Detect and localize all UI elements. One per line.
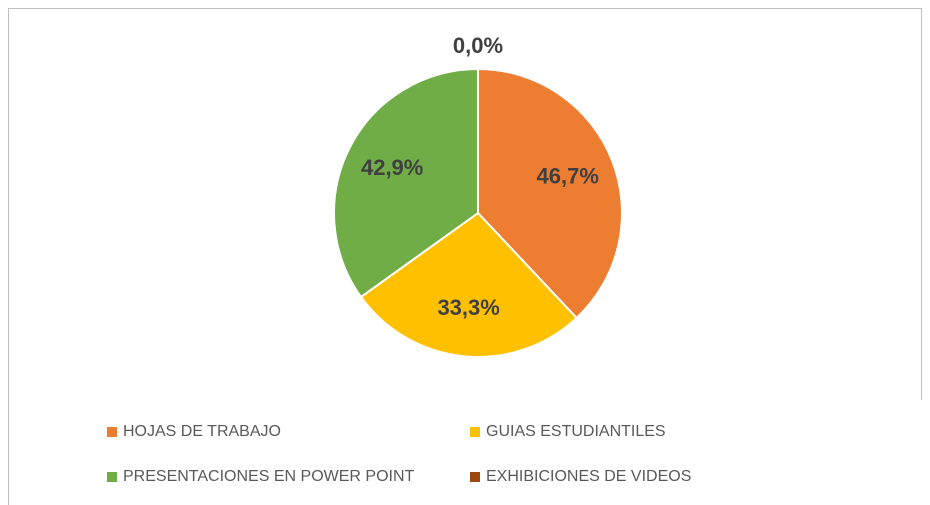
data-label: 0,0% bbox=[453, 33, 503, 58]
pie-slice bbox=[359, 211, 579, 358]
legend-swatch bbox=[107, 472, 117, 482]
data-label: 42,9% bbox=[361, 155, 423, 180]
legend-swatch bbox=[470, 472, 480, 482]
legend-label: HOJAS DE TRABAJO bbox=[123, 423, 281, 440]
data-label: 46,7% bbox=[537, 163, 599, 188]
pie-slice bbox=[333, 67, 479, 299]
pie-slice bbox=[477, 67, 623, 320]
legend-swatch bbox=[470, 427, 480, 437]
legend-label: PRESENTACIONES EN POWER POINT bbox=[123, 468, 415, 485]
legend-label: GUIAS ESTUDIANTILES bbox=[486, 423, 666, 440]
legend-label: EXHIBICIONES DE VIDEOS bbox=[486, 468, 691, 485]
chart-frame bbox=[8, 8, 922, 505]
legend-swatch bbox=[107, 427, 117, 437]
data-label: 33,3% bbox=[437, 295, 499, 320]
